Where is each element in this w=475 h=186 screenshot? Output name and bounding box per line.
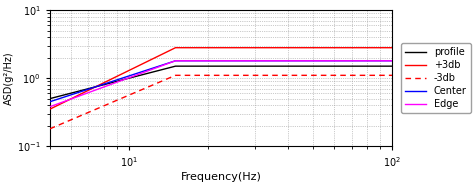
profile [47, 97, 53, 100]
Center [172, 60, 178, 62]
profile [390, 65, 395, 67]
-3db [390, 74, 395, 76]
Line: +3db: +3db [50, 48, 392, 109]
Line: -3db: -3db [50, 75, 392, 129]
Line: Edge: Edge [50, 61, 392, 107]
-3db [47, 128, 53, 130]
-3db [172, 74, 178, 76]
Line: Center: Center [50, 61, 392, 102]
+3db [390, 46, 395, 49]
Legend: profile, +3db, -3db, Center, Edge: profile, +3db, -3db, Center, Edge [401, 43, 471, 113]
Y-axis label: ASD(g²/Hz): ASD(g²/Hz) [4, 51, 14, 105]
+3db [172, 46, 178, 49]
Edge [47, 106, 53, 108]
X-axis label: Frequency(Hz): Frequency(Hz) [180, 172, 262, 182]
Edge [172, 60, 178, 62]
profile [172, 65, 178, 67]
+3db [47, 108, 53, 110]
Center [47, 101, 53, 103]
Edge [390, 60, 395, 62]
Line: profile: profile [50, 66, 392, 99]
Center [390, 60, 395, 62]
